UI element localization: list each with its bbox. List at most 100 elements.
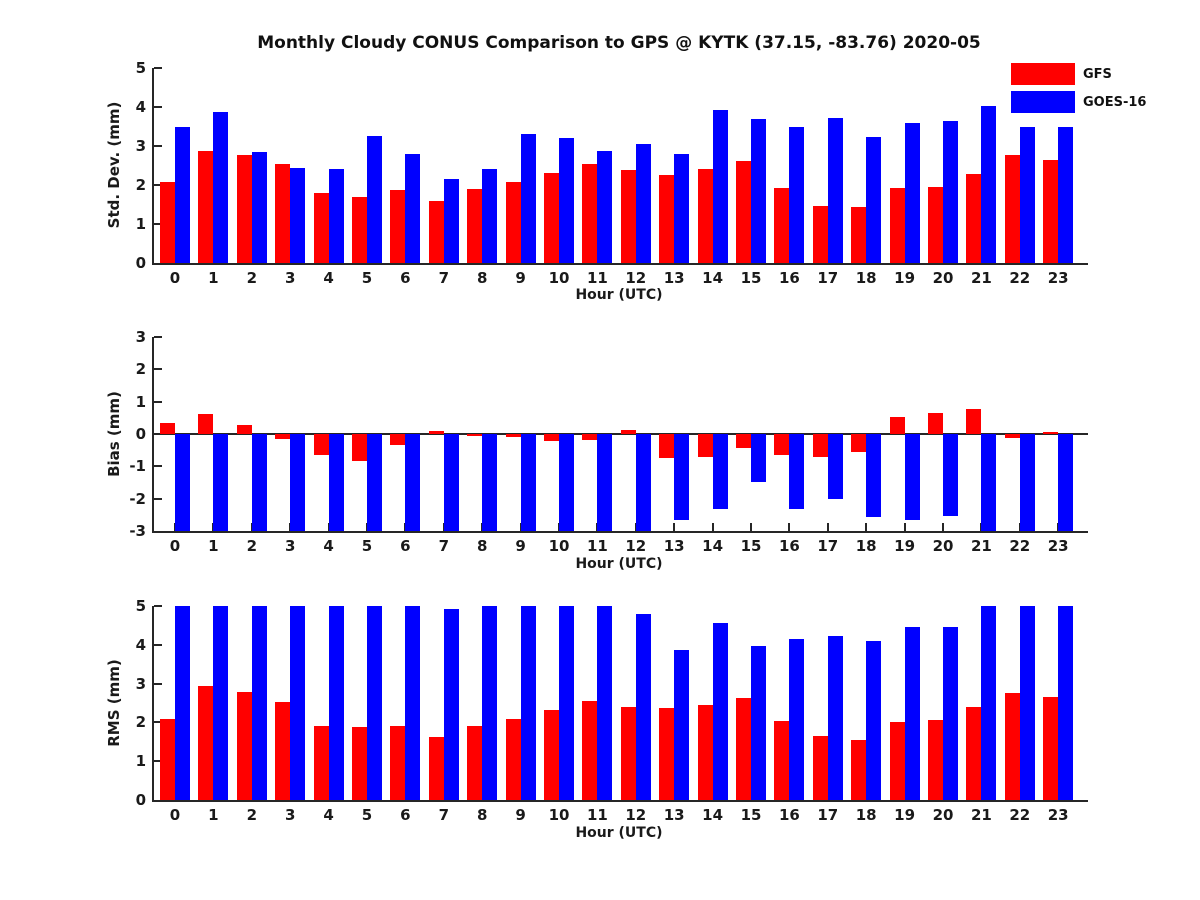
goes16-bar-h9 xyxy=(520,434,536,531)
gfs-bar-h4 xyxy=(313,725,329,800)
goes16-bar-h6 xyxy=(405,153,421,263)
rms-plot-area: 0 1 2 3 4 5 0 1 2 3 4 5 6 7 8 9 10 11 12 13 14 15 16 17 18 19 20 21… xyxy=(136,597,1088,824)
goes16-bar-h7 xyxy=(443,178,459,263)
goes16-bar-h15 xyxy=(751,118,766,263)
x-tick-mark xyxy=(865,523,868,531)
hour-tick-label: 9 xyxy=(515,537,526,555)
rms-y-axis-label: RMS (mm) xyxy=(105,659,123,747)
goes16-bar-h3 xyxy=(290,434,306,531)
y-tick-mark xyxy=(154,223,162,225)
gfs-bar-h10 xyxy=(544,709,559,800)
hour-tick-label: 3 xyxy=(284,269,296,287)
y-tick-label: 1 xyxy=(135,752,146,771)
hour-tick-label: 10 xyxy=(548,806,570,824)
goes16-bar-h9 xyxy=(520,133,536,263)
legend: GFS GOES-16 xyxy=(1011,63,1146,119)
gfs-bar-h14 xyxy=(697,704,713,800)
y-tick-mark xyxy=(154,106,162,108)
hour-tick-label: 12 xyxy=(625,269,647,287)
y-tick-mark xyxy=(154,643,162,646)
goes16-bar-h3 xyxy=(290,606,306,800)
hour-tick-label: 6 xyxy=(400,269,411,287)
goes16-bar-h9 xyxy=(520,606,536,800)
gfs-bar-h18 xyxy=(851,739,867,800)
gfs-bar-h15 xyxy=(736,434,751,448)
hour-tick-label: 5 xyxy=(361,537,373,555)
y-tick-label: 2 xyxy=(135,360,146,379)
hour-tick-label: 0 xyxy=(169,806,181,824)
gfs-bar-h15 xyxy=(736,160,751,263)
hour-tick-label: 16 xyxy=(778,269,800,287)
hour-tick-label: 21 xyxy=(970,806,992,824)
hour-tick-label: 0 xyxy=(169,269,181,287)
hour-tick-label: 4 xyxy=(323,269,334,287)
y-tick-label: 5 xyxy=(135,597,146,615)
hour-tick-label: 3 xyxy=(284,806,296,824)
y-tick-mark xyxy=(154,721,162,724)
x-tick-mark xyxy=(673,523,676,531)
hour-tick-label: 1 xyxy=(208,269,219,287)
gfs-bar-h13 xyxy=(659,434,675,458)
goes16-bar-h19 xyxy=(904,123,920,263)
y-tick-label: 0 xyxy=(135,425,146,443)
y-tick-mark xyxy=(154,336,162,338)
gfs-bar-h2 xyxy=(236,154,252,263)
gfs-bar-h17 xyxy=(812,434,828,457)
bias-plot-area: -3 -2 -1 0 1 2 3 0 1 2 3 4 5 6 7 8 9 10 11 12 13 14 15 16 17 18 19… xyxy=(129,328,1088,555)
y-tick-mark xyxy=(154,184,162,186)
hour-tick-label: 10 xyxy=(548,269,570,287)
hour-tick-label: 3 xyxy=(284,537,296,555)
hour-tick-label: 9 xyxy=(515,806,526,824)
hour-tick-label: 19 xyxy=(894,269,916,287)
gfs-bar-h8 xyxy=(467,434,483,436)
y-tick-mark xyxy=(154,465,162,468)
gfs-bar-h7 xyxy=(428,200,444,263)
goes16-bar-h20 xyxy=(943,626,958,800)
goes16-bar-h5 xyxy=(367,136,382,263)
hour-tick-label: 7 xyxy=(438,269,450,287)
hour-tick-label: 6 xyxy=(400,537,411,555)
hour-tick-label: 23 xyxy=(1047,269,1069,287)
legend-item-goes16: GOES-16 xyxy=(1011,91,1146,113)
gfs-bar-h3 xyxy=(275,702,291,800)
gfs-bar-h18 xyxy=(851,207,867,263)
gfs-bar-h0 xyxy=(160,422,175,434)
goes16-bar-h1 xyxy=(213,112,229,263)
hour-tick-label: 16 xyxy=(778,537,800,555)
gfs-bar-h8 xyxy=(467,725,483,800)
gfs-bar-h22 xyxy=(1004,154,1020,263)
goes16-bar-h16 xyxy=(789,638,805,800)
y-tick-label: 3 xyxy=(135,137,146,155)
goes16-bar-h10 xyxy=(559,434,574,531)
gfs-bar-h11 xyxy=(582,434,598,441)
chart-title: Monthly Cloudy CONUS Comparison to GPS @… xyxy=(257,33,981,53)
goes16-bar-h18 xyxy=(866,137,882,263)
hour-tick-label: 9 xyxy=(515,269,526,287)
hour-tick-label: 14 xyxy=(702,537,724,555)
gfs-bar-h3 xyxy=(275,434,291,439)
y-tick-label: 3 xyxy=(135,674,146,693)
hour-tick-label: 8 xyxy=(476,537,488,555)
gfs-bar-h23 xyxy=(1043,159,1059,263)
goes16-bar-h23 xyxy=(1058,126,1074,263)
hour-tick-label: 4 xyxy=(323,537,334,555)
y-tick-label: 1 xyxy=(135,392,146,411)
legend-label-goes16: GOES-16 xyxy=(1083,94,1147,110)
hour-tick-label: 2 xyxy=(246,269,258,287)
goes16-bar-h11 xyxy=(597,434,613,531)
y-tick-label: -1 xyxy=(129,457,146,476)
gfs-bar-h5 xyxy=(352,434,367,461)
goes16-bar-h20 xyxy=(943,120,958,263)
goes16-bar-h12 xyxy=(635,144,651,263)
gfs-bar-h20 xyxy=(928,412,943,434)
gfs-bar-h13 xyxy=(659,174,675,263)
y-tick-label: 4 xyxy=(135,98,146,116)
gfs-bar-h2 xyxy=(236,691,252,800)
goes16-bar-h0 xyxy=(175,434,190,531)
hour-tick-label: 16 xyxy=(778,806,800,824)
goes16-bar-h6 xyxy=(405,434,421,531)
legend-item-gfs: GFS xyxy=(1011,63,1146,85)
hour-tick-label: 7 xyxy=(438,537,450,555)
y-tick-label: 0 xyxy=(135,254,146,272)
